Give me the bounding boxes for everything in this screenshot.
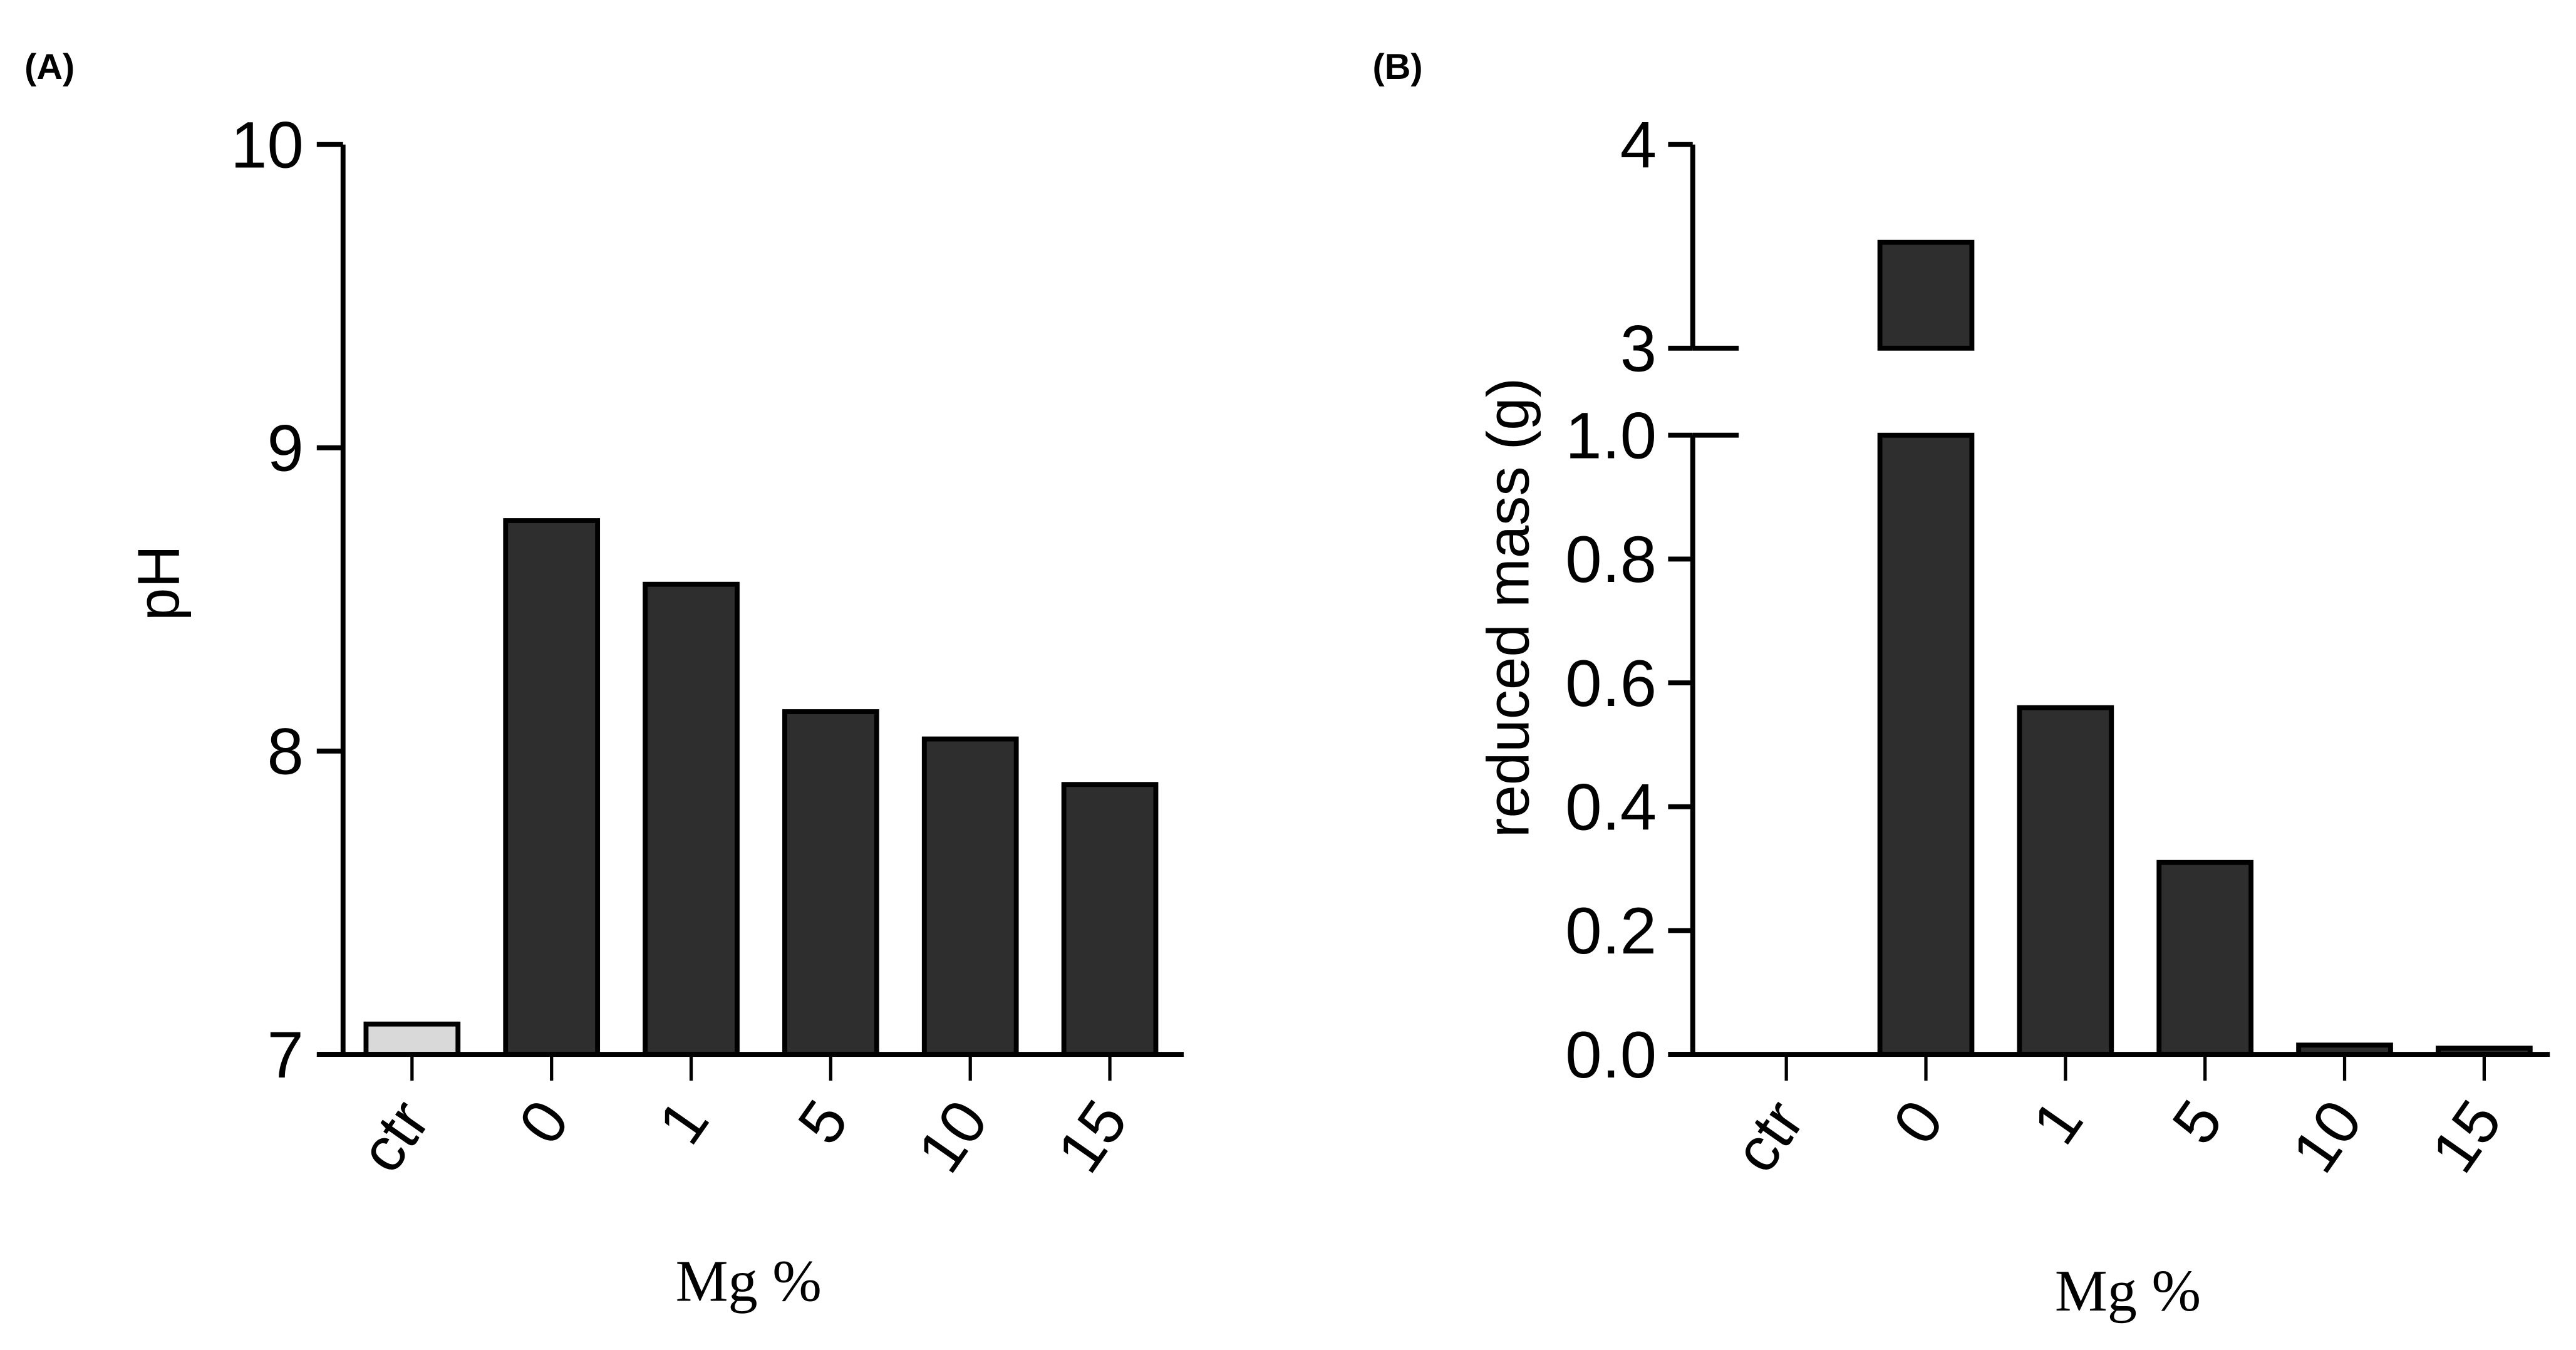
chart-a-axes bbox=[318, 144, 1184, 1057]
x-tick-label: 1 bbox=[2020, 1088, 2097, 1156]
chart-b-axes bbox=[1668, 144, 2550, 1057]
bar-0 bbox=[503, 518, 601, 1057]
chart-b-bars bbox=[1877, 239, 2533, 1057]
y-tick-label: 9 bbox=[267, 412, 303, 485]
x-tick-label: 1 bbox=[645, 1088, 722, 1156]
chart-a-y-axis-label: pH bbox=[126, 545, 192, 621]
y-tick-label: 0.4 bbox=[1565, 771, 1657, 844]
y-tick-label: 0.0 bbox=[1565, 1019, 1657, 1092]
y-tick-label: 10 bbox=[230, 108, 304, 182]
chart-b-y-axis-label: reduced mass (g) bbox=[1476, 378, 1541, 838]
x-tick-label: 0 bbox=[1880, 1088, 1957, 1156]
y-tick-label: 4 bbox=[1620, 108, 1657, 182]
chart-b-x-axis-label: Mg % bbox=[2055, 1259, 2201, 1324]
bar-5 bbox=[782, 709, 879, 1057]
chart-b-reduced-mass: 0.00.20.40.60.81.034 ctr 0 1 5 10 15 reduced … bbox=[1476, 108, 2550, 1324]
bar-5 bbox=[2156, 859, 2254, 1057]
x-tick-label: 5 bbox=[785, 1088, 862, 1156]
chart-a-y-ticks: 7 8 9 10 bbox=[230, 108, 343, 1092]
bar-10 bbox=[921, 736, 1019, 1057]
y-tick-label: 8 bbox=[267, 715, 303, 789]
x-tick-label: 0 bbox=[505, 1088, 582, 1156]
bar-0-upper bbox=[1877, 239, 1975, 351]
panel-label-a: (A) bbox=[24, 47, 75, 87]
panel-label-b: (B) bbox=[1373, 47, 1423, 87]
chart-b-x-ticks: ctr 0 1 5 10 15 bbox=[1720, 1054, 2515, 1185]
chart-a-x-ticks: ctr 0 1 5 10 15 bbox=[346, 1054, 1141, 1185]
y-tick-label: 7 bbox=[267, 1019, 303, 1092]
y-tick-label: 0.6 bbox=[1565, 647, 1657, 720]
bar-15 bbox=[1061, 782, 1159, 1057]
y-tick-label: 0.2 bbox=[1565, 895, 1657, 968]
y-tick-label: 3 bbox=[1620, 312, 1657, 385]
y-tick-label: 1.0 bbox=[1565, 399, 1657, 472]
bar-1 bbox=[2017, 705, 2114, 1057]
x-tick-label: ctr bbox=[1720, 1088, 1817, 1185]
chart-a-x-axis-label: Mg % bbox=[676, 1249, 822, 1314]
bar-1 bbox=[643, 581, 740, 1057]
x-tick-label: 10 bbox=[904, 1088, 1001, 1185]
chart-a-bars bbox=[363, 518, 1159, 1057]
x-tick-label: 15 bbox=[2418, 1088, 2515, 1185]
x-tick-label: ctr bbox=[346, 1088, 443, 1185]
y-tick-label: 0.8 bbox=[1565, 523, 1657, 596]
bar-ctr bbox=[363, 1021, 461, 1057]
x-tick-label: 15 bbox=[1044, 1088, 1141, 1185]
x-tick-label: 10 bbox=[2279, 1088, 2376, 1185]
x-tick-label: 5 bbox=[2159, 1088, 2236, 1156]
chart-b-y-ticks: 0.0 0.2 0.4 0.6 0.8 1.0 3 4 bbox=[1565, 108, 1693, 1092]
bar-0-lower bbox=[1877, 432, 1975, 1057]
